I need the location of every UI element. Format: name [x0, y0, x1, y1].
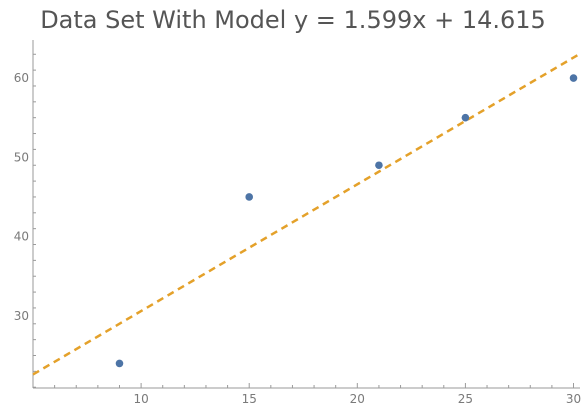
x-tick-label: 10 — [133, 392, 148, 405]
data-point — [115, 359, 124, 368]
axes: 10 15 20 25 30 30 40 50 60 — [14, 40, 581, 405]
chart-title: Data Set With Model y = 1.599x + 14.615 — [40, 6, 546, 34]
data-points — [115, 74, 578, 368]
y-tick-label: 30 — [14, 309, 29, 323]
data-point — [245, 193, 254, 201]
x-tick-label: 15 — [242, 392, 257, 405]
model-line-layer — [32, 52, 581, 376]
data-point — [461, 113, 470, 122]
y-tick-label: 50 — [14, 150, 29, 164]
data-point — [569, 74, 578, 82]
model-line — [32, 52, 581, 376]
data-point — [375, 161, 383, 170]
x-tick-label: 30 — [566, 392, 581, 405]
y-tick-label: 40 — [14, 230, 29, 244]
x-tick-label: 25 — [458, 392, 473, 405]
y-tick-label: 60 — [14, 71, 29, 85]
x-tick-label: 20 — [350, 392, 365, 405]
